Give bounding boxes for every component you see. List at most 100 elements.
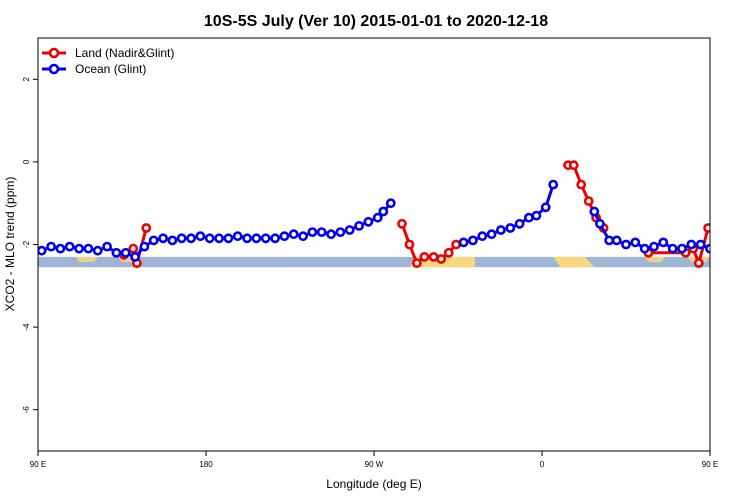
- data-point: [158, 233, 168, 244]
- legend-label: Ocean (Glint): [75, 62, 146, 76]
- data-point: [335, 227, 346, 237]
- map-land: [644, 256, 666, 263]
- x-axis-label: Longitude (deg E): [326, 477, 421, 491]
- legend: Land (Nadir&Glint) Ocean (Glint): [42, 46, 174, 76]
- data-point: [725, 245, 732, 252]
- data-point: [111, 247, 122, 258]
- data-point: [568, 160, 579, 171]
- data-point: [372, 212, 383, 223]
- data-point: [74, 243, 84, 254]
- data-point: [486, 229, 497, 240]
- series-1: [38, 179, 732, 262]
- data-point: [195, 231, 206, 242]
- data-point: [639, 243, 650, 254]
- y-axis-label: XCO2 - MLO trend (ppm): [3, 177, 17, 312]
- data-point: [38, 245, 47, 256]
- data-point: [583, 196, 594, 206]
- x-tick-label: 90 E: [702, 460, 718, 469]
- y-tick-label: -4: [22, 323, 31, 331]
- data-point: [404, 239, 415, 250]
- chart-title: 10S-5S July (Ver 10) 2015-01-01 to 2020-…: [204, 13, 548, 30]
- map-ocean: [38, 256, 710, 268]
- data-point: [540, 202, 551, 213]
- data-point: [204, 233, 215, 244]
- legend-marker: [48, 47, 60, 59]
- data-point: [120, 247, 131, 258]
- data-point: [695, 239, 706, 250]
- data-point: [298, 231, 308, 242]
- data-point: [428, 251, 439, 262]
- data-point: [611, 235, 622, 246]
- data-point: [288, 229, 299, 240]
- data-point: [505, 223, 516, 233]
- data-point: [495, 225, 506, 235]
- data-point: [397, 218, 407, 229]
- data-point: [83, 243, 94, 254]
- data-point: [524, 212, 534, 223]
- data-point: [677, 243, 687, 254]
- data-point: [251, 233, 262, 244]
- data-point: [667, 243, 678, 254]
- data-point: [419, 251, 430, 262]
- data-point: [223, 233, 234, 244]
- data-point: [649, 241, 659, 252]
- data-point: [703, 223, 710, 233]
- y-tick-label: -6: [22, 406, 31, 414]
- data-point: [141, 223, 152, 233]
- data-point: [186, 233, 196, 244]
- data-point: [548, 179, 559, 190]
- map-land: [553, 256, 595, 268]
- data-point: [307, 227, 318, 237]
- data-point: [167, 235, 178, 246]
- data-point: [46, 241, 56, 252]
- data-point: [279, 231, 290, 242]
- data-point: [242, 233, 252, 244]
- data-point: [214, 233, 224, 244]
- x-tick-label: 90 E: [30, 460, 46, 469]
- data-point: [693, 258, 704, 268]
- data-point: [148, 235, 159, 246]
- data-point: [363, 216, 374, 227]
- legend-label: Land (Nadir&Glint): [75, 46, 174, 60]
- legend-item: Land (Nadir&Glint): [42, 46, 174, 60]
- data-point: [385, 198, 396, 209]
- data-point: [64, 241, 75, 252]
- data-point: [716, 241, 723, 248]
- data-point: [443, 247, 454, 258]
- data-point: [354, 220, 364, 231]
- data-point: [467, 235, 478, 246]
- data-point: [604, 235, 615, 246]
- data-point: [621, 239, 631, 250]
- data-point: [458, 237, 469, 248]
- data-point: [451, 239, 461, 250]
- data-point: [589, 206, 600, 217]
- data-point: [102, 241, 112, 252]
- data-point: [128, 243, 139, 254]
- data-point: [326, 229, 336, 240]
- y-tick-label: 2: [22, 77, 31, 82]
- data-point: [139, 241, 150, 252]
- data-point: [658, 237, 669, 248]
- data-point: [477, 231, 488, 242]
- legend-marker: [48, 63, 60, 75]
- data-point: [92, 245, 103, 256]
- data-point: [270, 233, 280, 244]
- data-point: [630, 237, 641, 248]
- data-point: [130, 251, 140, 262]
- map-land: [75, 256, 98, 263]
- data-point: [531, 210, 542, 221]
- data-point: [316, 227, 327, 237]
- x-tick-label: 0: [540, 460, 545, 469]
- y-tick-label: 0: [22, 159, 31, 164]
- data-point: [344, 225, 355, 235]
- data-point: [260, 233, 271, 244]
- x-tick-label: 90 W: [365, 460, 384, 469]
- y-axis: 2 0 -2 -4 -6: [22, 77, 38, 414]
- data-point: [436, 254, 447, 264]
- data-point: [378, 206, 389, 217]
- data-point: [595, 218, 605, 229]
- data-point: [176, 233, 187, 244]
- legend-item: Ocean (Glint): [42, 62, 146, 76]
- data-point: [576, 179, 587, 190]
